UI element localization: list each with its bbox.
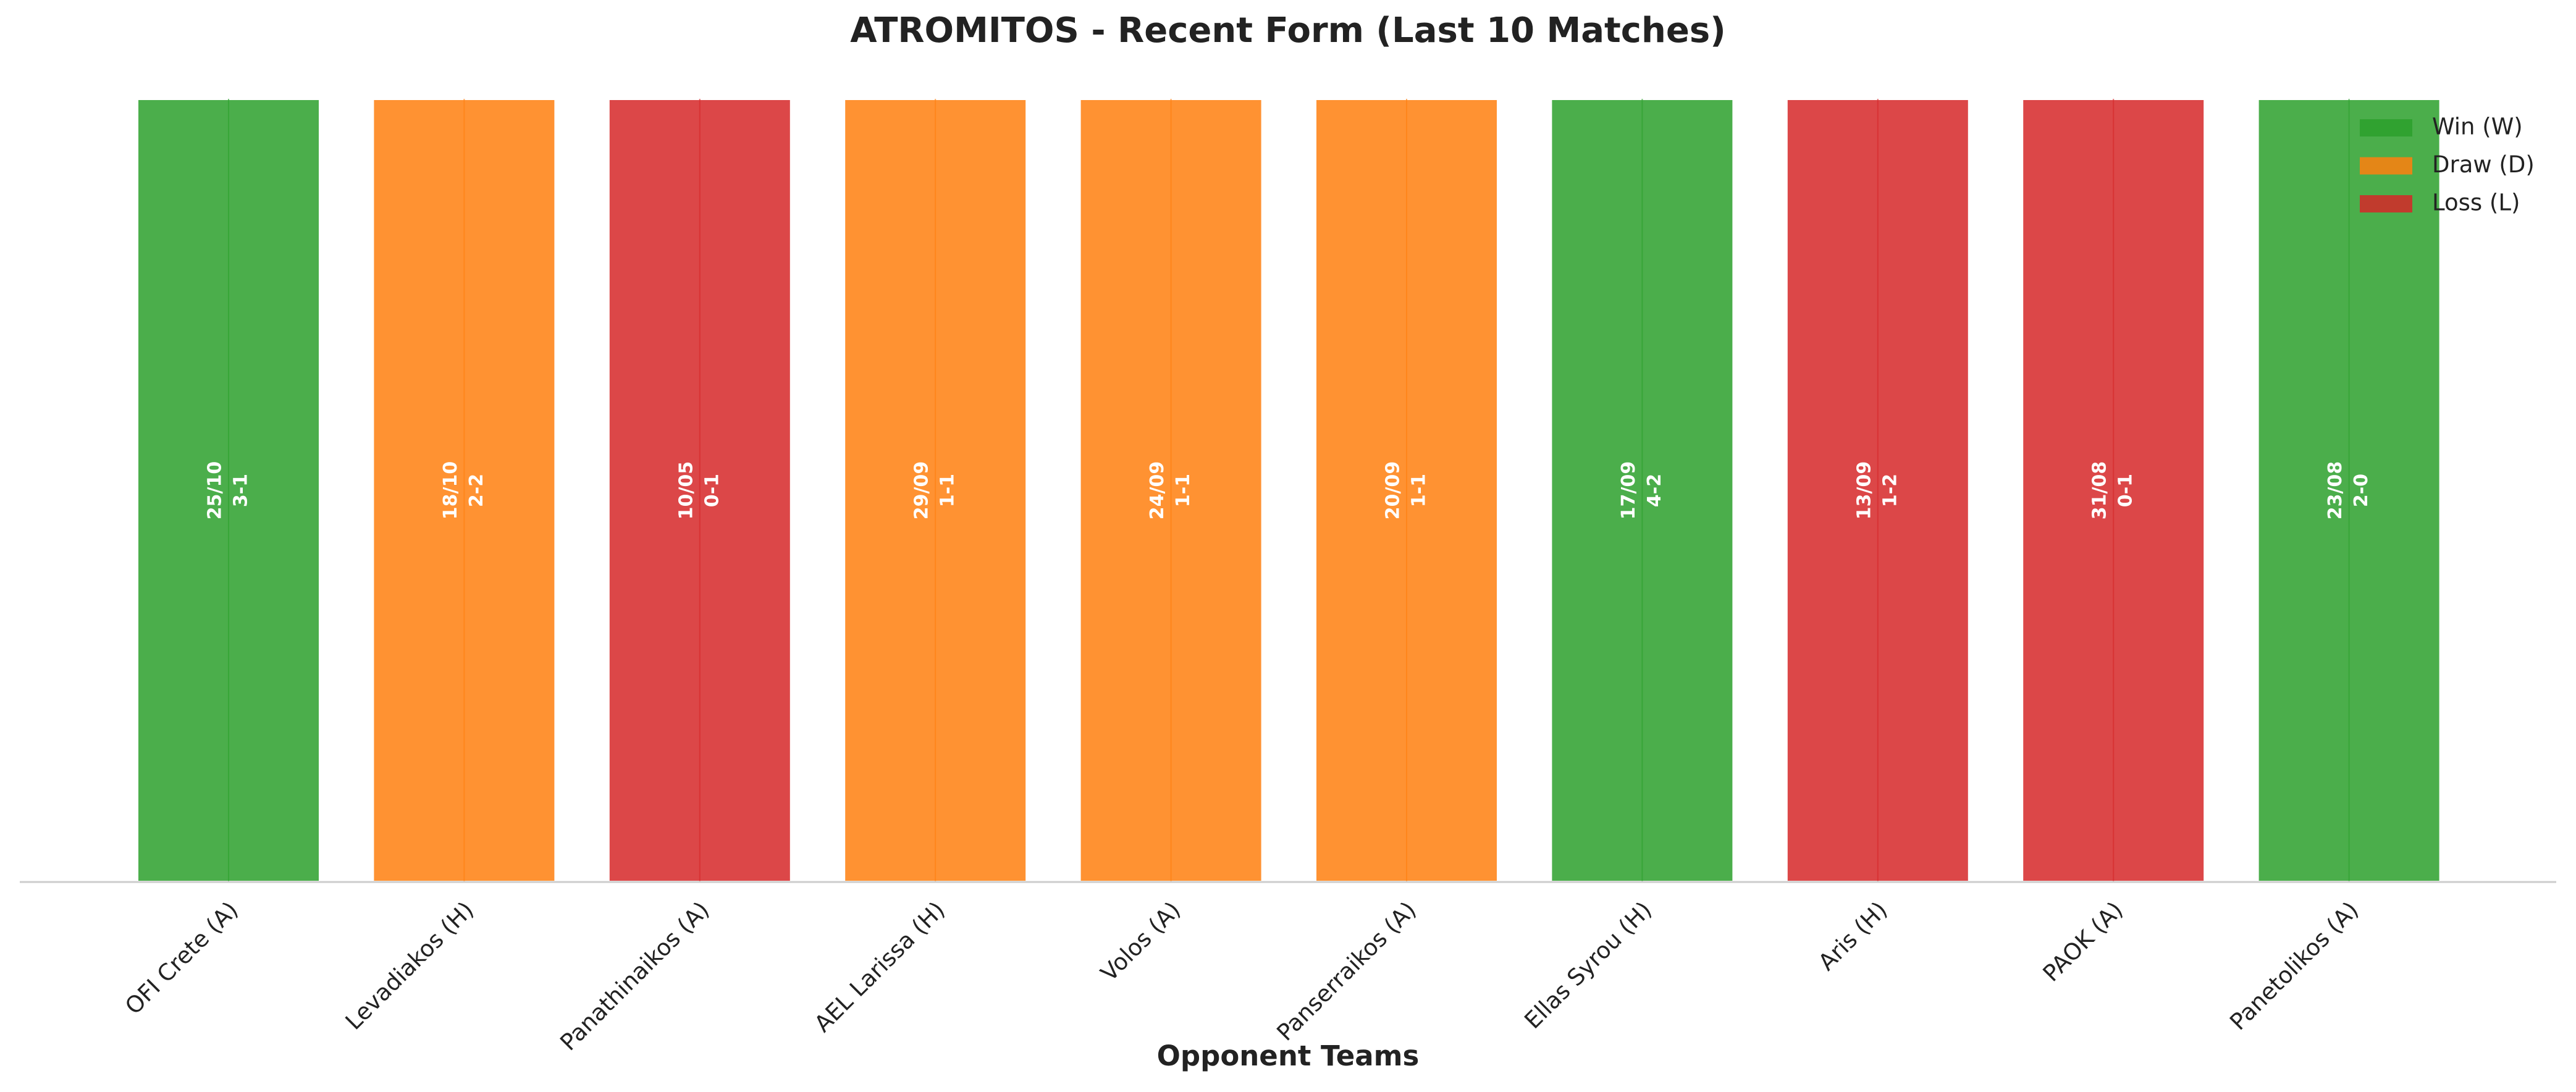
bar-date-label: 25/10 <box>204 461 226 519</box>
x-tick-label: Aris (H) <box>1813 896 1892 975</box>
bar-date-label: 18/10 <box>440 461 461 519</box>
bar-date-label: 29/09 <box>911 461 933 519</box>
x-tick-label: Panserraikos (A) <box>1272 896 1421 1046</box>
x-tick-label: PAOK (A) <box>2038 896 2128 986</box>
x-tick-label: Panetolikos (A) <box>2225 896 2363 1035</box>
x-tick-label: Volos (A) <box>1096 896 1186 986</box>
bar-date-label: 24/09 <box>1147 461 1168 519</box>
x-axis-label: Opponent Teams <box>1157 1040 1420 1072</box>
x-tick-label: Levadiakos (H) <box>340 896 479 1035</box>
bar-score-label: 0-1 <box>2115 474 2137 507</box>
bar-date-label: 31/08 <box>2089 461 2111 519</box>
bar-score-label: 2-0 <box>2351 474 2372 507</box>
legend-label: Loss (L) <box>2432 190 2520 216</box>
legend-label: Draw (D) <box>2432 151 2535 178</box>
x-tick-label: OFI Crete (A) <box>120 896 243 1020</box>
legend-swatch <box>2360 195 2412 212</box>
bar-date-label: 13/09 <box>1853 461 1875 519</box>
bar-score-label: 1-1 <box>1172 474 1194 507</box>
bar-score-label: 3-1 <box>230 474 252 507</box>
bar-date-label: 20/09 <box>1383 461 1404 519</box>
bar-score-label: 1-1 <box>937 474 959 507</box>
bar-score-label: 1-1 <box>1408 474 1430 507</box>
bar-score-label: 1-2 <box>1879 474 1901 507</box>
bar-date-label: 17/09 <box>1618 461 1639 519</box>
bar-date-label: 10/05 <box>675 461 697 519</box>
legend-swatch <box>2360 157 2412 175</box>
x-tick-label: AEL Larissa (H) <box>809 896 950 1037</box>
chart-title: ATROMITOS - Recent Form (Last 10 Matches… <box>850 10 1726 51</box>
bar-date-label: 23/08 <box>2325 461 2346 519</box>
legend-label: Win (W) <box>2432 114 2523 140</box>
x-tick-label: Panathinaikos (A) <box>555 896 714 1056</box>
bar-score-label: 0-1 <box>701 474 723 507</box>
x-tick-label: Ellas Syrou (H) <box>1519 896 1657 1034</box>
legend-swatch <box>2360 119 2412 136</box>
bar-score-label: 4-2 <box>1644 474 1665 507</box>
bar-score-label: 2-2 <box>466 474 487 507</box>
